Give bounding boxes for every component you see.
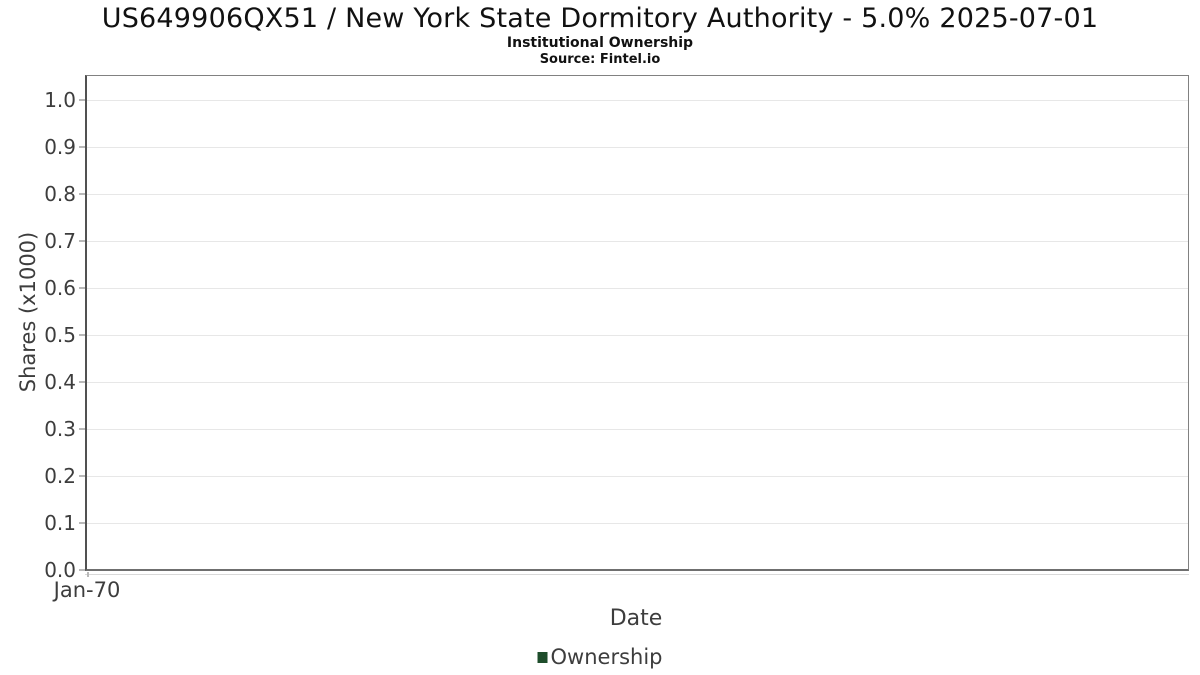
y-tick-mark [79, 522, 85, 524]
y-tick-mark [79, 287, 85, 289]
y-tick-label: 0.5 [44, 323, 76, 347]
x-axis-subline [85, 574, 1189, 575]
y-tick-label: 0.0 [44, 558, 76, 582]
x-tick-mark [87, 572, 89, 577]
chart-source: Source: Fintel.io [539, 52, 661, 67]
gridline [87, 476, 1188, 477]
y-tick-label: 0.7 [44, 229, 76, 253]
y-tick-label: 1.0 [44, 88, 76, 112]
gridline [87, 194, 1188, 195]
x-axis-label: Date [609, 606, 663, 631]
y-tick-label: 0.3 [44, 417, 76, 441]
y-axis-label: Shares (x1000) [16, 231, 40, 393]
chart-subtitle: Institutional Ownership [506, 35, 694, 51]
y-tick-label: 0.6 [44, 276, 76, 300]
y-tick-mark [79, 240, 85, 242]
y-tick-mark [79, 475, 85, 477]
y-tick-mark [79, 146, 85, 148]
y-tick-label: 0.1 [44, 511, 76, 535]
y-tick-label: 0.9 [44, 135, 76, 159]
y-tick-mark [79, 428, 85, 430]
y-tick-mark [79, 99, 85, 101]
y-tick-label: 0.4 [44, 370, 76, 394]
gridline [87, 429, 1188, 430]
gridline [87, 382, 1188, 383]
y-tick-label: 0.8 [44, 182, 76, 206]
y-tick-mark [79, 569, 85, 571]
gridline [87, 288, 1188, 289]
y-tick-mark [79, 381, 85, 383]
gridline [87, 147, 1188, 148]
gridline [87, 335, 1188, 336]
gridline [87, 100, 1188, 101]
legend-item-ownership[interactable]: Ownership [537, 645, 663, 669]
legend-label: Ownership [550, 645, 663, 669]
gridline [87, 241, 1188, 242]
chart-title: US649906QX51 / New York State Dormitory … [101, 3, 1099, 34]
gridline [87, 523, 1188, 524]
y-tick-mark [79, 193, 85, 195]
x-tick-label: Jan-70 [53, 578, 121, 602]
legend-swatch-icon [537, 651, 548, 663]
y-tick-mark [79, 334, 85, 336]
plot-area [85, 75, 1189, 571]
y-tick-label: 0.2 [44, 464, 76, 488]
